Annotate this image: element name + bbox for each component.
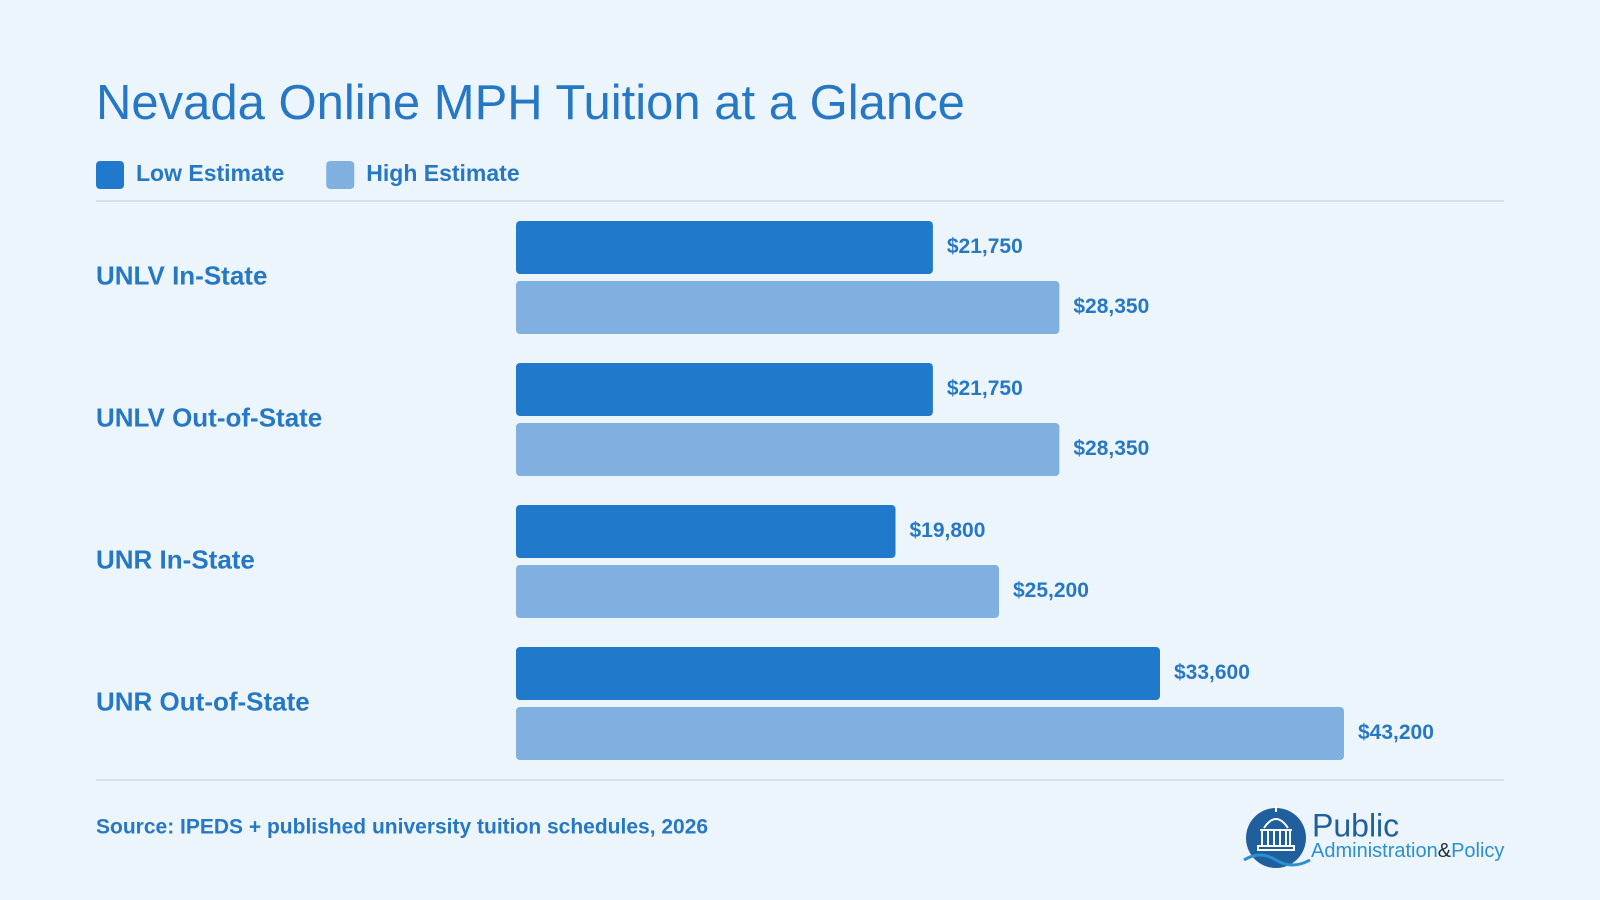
value-label: $19,800 [910, 519, 986, 542]
bar [516, 565, 999, 618]
category-label: UNLV Out-of-State [96, 402, 322, 432]
category-label: UNR In-State [96, 544, 255, 574]
value-label: $28,350 [1073, 437, 1149, 460]
legend-swatch [96, 161, 124, 189]
bar [516, 281, 1060, 334]
value-label: $43,200 [1358, 721, 1434, 744]
chart-title: Nevada Online MPH Tuition at a Glance [96, 76, 965, 130]
logo-text: Administration&Policy [1311, 840, 1504, 862]
logo-building [1257, 806, 1295, 851]
bar [516, 423, 1060, 476]
category-label: UNLV In-State [96, 260, 267, 290]
value-label: $28,350 [1073, 295, 1149, 318]
legend-swatch [326, 161, 355, 189]
value-label: $21,750 [947, 377, 1023, 400]
logo-line: Policy [1451, 840, 1504, 862]
bar [516, 707, 1344, 760]
logo-line: Administration [1311, 840, 1438, 862]
bar [516, 363, 933, 416]
source: Source: IPEDS + published university tui… [96, 816, 708, 839]
value-label: $21,750 [947, 235, 1023, 258]
logo: Public Administration&Policy [1243, 806, 1504, 868]
logo-icon [1246, 808, 1306, 868]
legend-label: Low Estimate [136, 160, 284, 186]
value-label: $33,600 [1174, 661, 1250, 684]
logo-wave [1243, 853, 1311, 867]
logo-name: Public [1312, 807, 1399, 843]
bar [516, 505, 896, 558]
bar [516, 221, 933, 274]
logo-amp: & [1438, 840, 1452, 862]
legend-label: High Estimate [366, 160, 519, 186]
value-label: $25,200 [1013, 579, 1089, 602]
bar [516, 647, 1160, 700]
category-label: UNR Out-of-State [96, 686, 310, 716]
